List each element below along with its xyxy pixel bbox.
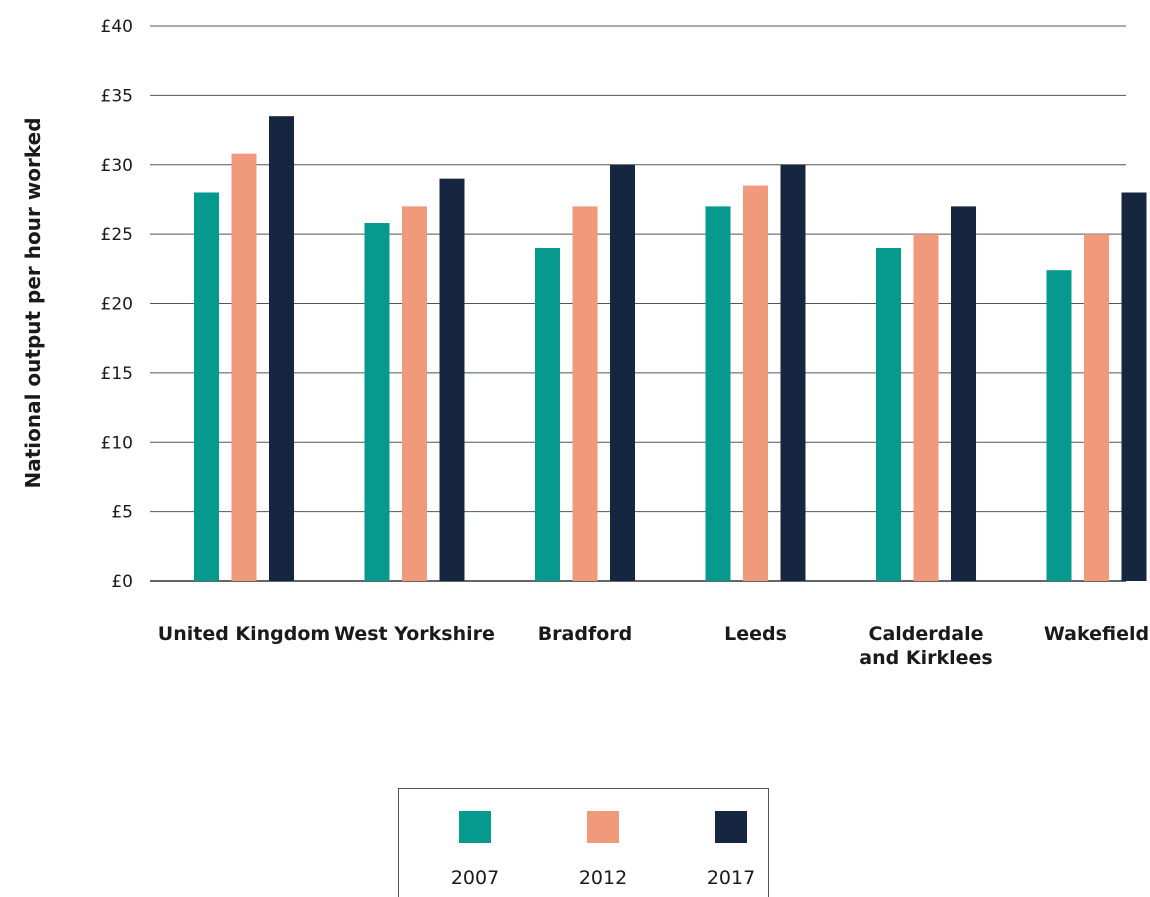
y-tick-label: £15 [101,364,133,384]
legend: 2007 2012 2017 [398,788,769,897]
legend-label: 2012 [579,867,627,889]
bar [1084,234,1109,581]
category-label: West Yorkshire [334,623,495,645]
category-labels: United Kingdom West Yorkshire Bradford Leed… [158,623,1149,669]
bar [610,164,635,581]
y-tick-label: £25 [101,225,133,245]
bar [364,223,390,581]
y-tick-label: £30 [101,156,133,176]
legend-swatch [587,811,619,843]
bar [535,248,560,581]
bar [705,206,731,581]
bar [402,206,427,581]
legend-label: 2007 [451,867,499,889]
y-tick-label: £20 [101,295,133,315]
bar [743,185,768,581]
category-label: Leeds [724,623,787,645]
category-label: Wakefield [1044,623,1149,645]
bar [231,153,257,581]
y-tick-label: £5 [111,503,133,523]
bar [439,178,465,581]
bar [780,164,806,581]
bar [1121,192,1147,581]
y-tick-label: £40 [101,17,133,37]
legend-swatch [715,811,747,843]
bar [269,116,294,581]
bar [876,248,901,581]
bars [194,116,1147,581]
bar [572,206,598,581]
gridlines [150,25,1126,582]
category-label: Bradford [538,623,633,645]
legend-swatch [459,811,491,843]
bar [1046,270,1072,581]
bar [194,192,219,581]
bar [913,234,939,581]
legend-items: 2007 2012 2017 [451,811,755,889]
y-axis-label: National output per hour worked [21,117,45,488]
y-axis-ticks: £0 £5 £10 £15 £20 £25 £30 £35 £40 [101,17,133,592]
category-label: Calderdale and Kirklees [859,623,992,669]
category-label: United Kingdom [158,623,330,645]
y-tick-label: £35 [101,86,133,106]
y-tick-label: £0 [111,572,133,592]
bar [951,206,976,581]
y-tick-label: £10 [101,433,133,453]
legend-label: 2017 [707,867,755,889]
